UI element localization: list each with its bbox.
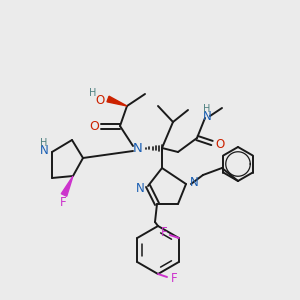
Polygon shape — [107, 96, 127, 106]
Text: N: N — [40, 145, 48, 158]
Text: O: O — [89, 121, 99, 134]
Text: F: F — [60, 196, 66, 209]
Text: H: H — [203, 104, 211, 114]
Text: O: O — [215, 137, 225, 151]
Text: N: N — [133, 142, 143, 155]
Text: N: N — [190, 176, 198, 188]
Text: N: N — [136, 182, 144, 194]
Text: H: H — [40, 138, 48, 148]
Text: F: F — [171, 272, 177, 286]
Text: H: H — [89, 88, 97, 98]
Polygon shape — [61, 176, 73, 196]
Text: N: N — [202, 110, 211, 124]
Text: O: O — [95, 94, 105, 106]
Text: F: F — [160, 226, 167, 239]
